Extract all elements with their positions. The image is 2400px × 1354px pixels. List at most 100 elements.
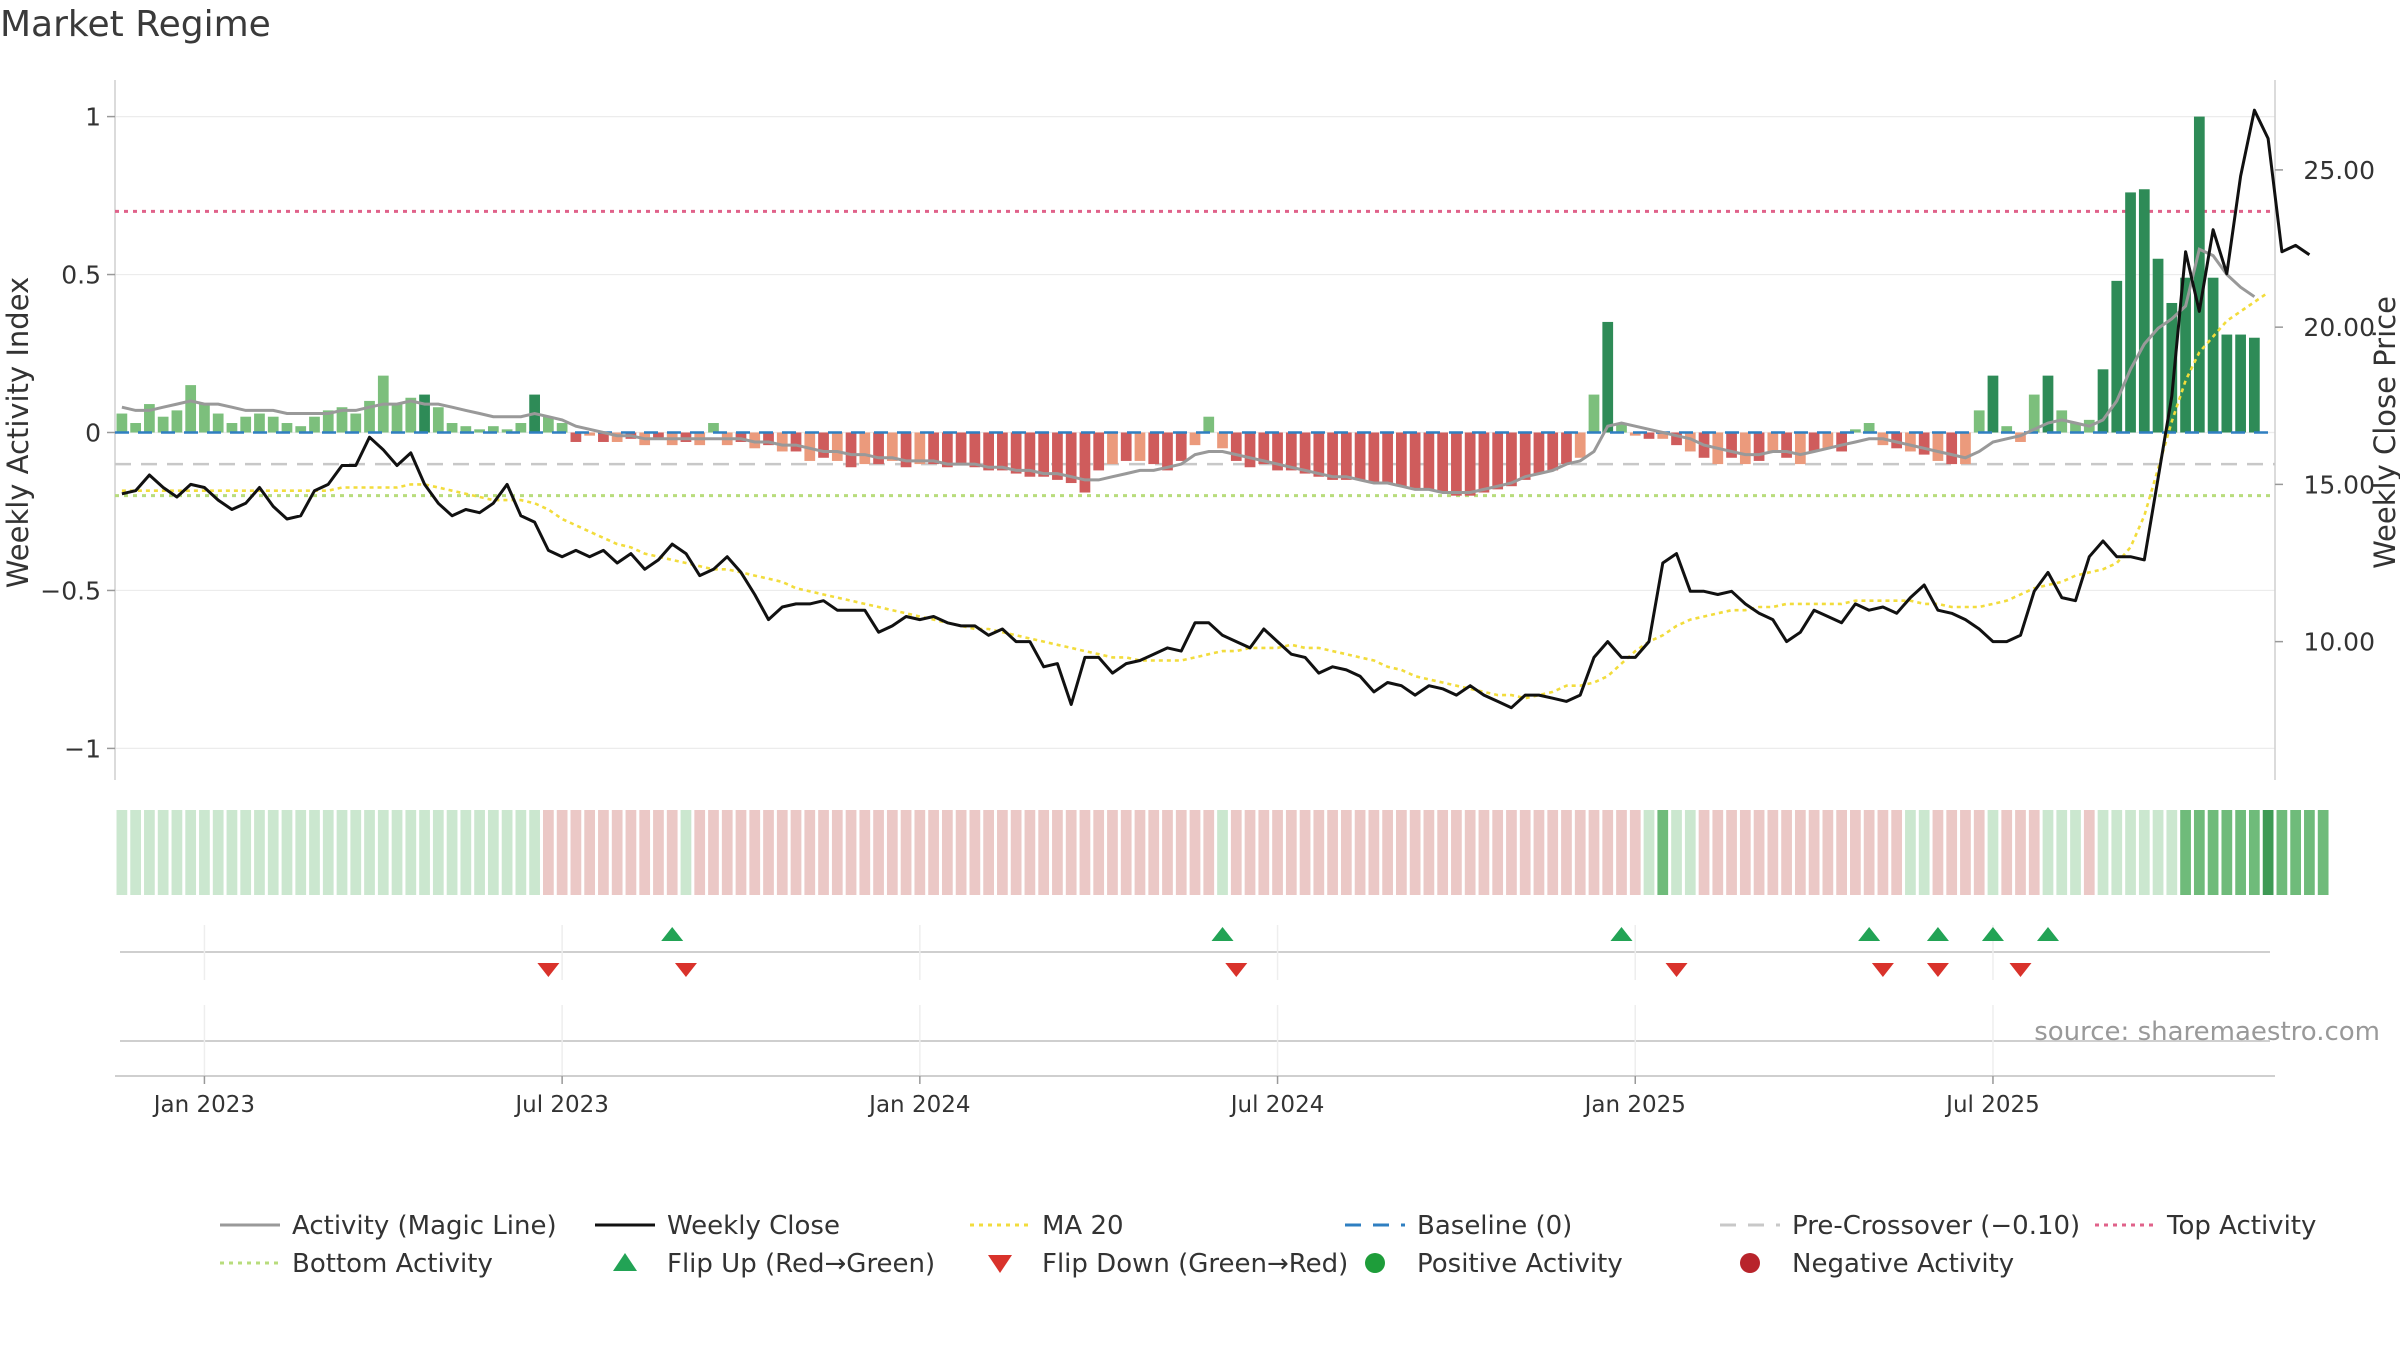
regime-strip-cell	[1368, 810, 1380, 895]
activity-bar	[859, 432, 871, 465]
regime-strip-cell	[1189, 810, 1201, 895]
regime-strip-cell	[460, 810, 472, 895]
activity-bar	[1134, 432, 1146, 461]
activity-bar	[405, 397, 417, 433]
regime-strip-cell	[886, 810, 898, 895]
activity-bar	[432, 407, 444, 433]
regime-strip-cell	[144, 810, 155, 895]
regime-strip-cell	[1657, 810, 1669, 895]
regime-strip-cell	[859, 810, 871, 895]
regime-strip-cell	[804, 810, 816, 895]
regime-strip-cell	[680, 810, 692, 895]
activity-bar	[1107, 432, 1118, 465]
activity-bar	[144, 404, 155, 433]
regime-strip-cell	[1492, 810, 1504, 895]
activity-bar	[1753, 432, 1765, 461]
activity-bar	[2070, 423, 2081, 433]
legend-item-ma20: MA 20	[970, 1211, 1124, 1241]
activity-bar	[611, 432, 623, 442]
regime-strip-cell	[708, 810, 719, 895]
regime-strip-cell	[969, 810, 981, 895]
regime-strip-cell	[1093, 810, 1105, 895]
y-left-tick-label: −1	[64, 734, 101, 763]
y-right-tick-label: 10.00	[2303, 628, 2375, 657]
legend-label: Bottom Activity	[292, 1249, 493, 1279]
legend-item-pos: Positive Activity	[1365, 1249, 1623, 1279]
legend-swatch	[988, 1255, 1012, 1273]
activity-bar	[1189, 432, 1201, 446]
activity-bar	[1726, 432, 1737, 458]
regime-strip-cell	[1437, 810, 1449, 895]
regime-strip-cell	[295, 810, 307, 895]
legend-swatch	[1365, 1253, 1385, 1273]
regime-strip-cell	[1464, 810, 1476, 895]
regime-strip-cell	[749, 810, 761, 895]
activity-bar	[157, 416, 169, 433]
activity-bar	[598, 432, 609, 442]
regime-strip-cell	[116, 810, 128, 895]
x-tick-label: Jul 2025	[1944, 1092, 2040, 1118]
legend-item-close: Weekly Close	[595, 1211, 840, 1241]
regime-strip-cell	[1354, 810, 1366, 895]
weekly-close-line	[121, 108, 2311, 710]
regime-strip-cell	[735, 810, 747, 895]
regime-strip-cell	[1175, 810, 1187, 895]
regime-strip-cell	[666, 810, 678, 895]
activity-bar	[240, 416, 252, 433]
regime-strip-cell	[570, 810, 582, 895]
activity-bar	[1987, 375, 1999, 433]
activity-bar	[1010, 432, 1022, 474]
y-right-tick-label: 20.00	[2303, 313, 2375, 342]
regime-strip-cell	[1602, 810, 1614, 895]
activity-bar	[1932, 432, 1944, 461]
legend-item-flipup: Flip Up (Red→Green)	[613, 1249, 935, 1279]
activity-bar	[322, 410, 334, 433]
regime-strip-cell	[1258, 810, 1270, 895]
regime-strip-cell	[157, 810, 169, 895]
legend-label: Negative Activity	[1792, 1249, 2014, 1279]
regime-strip-cell	[1712, 810, 1724, 895]
regime-strip-cell	[1616, 810, 1627, 895]
activity-bar	[309, 416, 320, 433]
activity-bar	[1258, 432, 1270, 465]
legend-swatch	[613, 1253, 637, 1271]
regime-strip-cell	[1863, 810, 1875, 895]
regime-strip-cell	[1272, 810, 1283, 895]
activity-bar	[2180, 277, 2191, 433]
regime-strip-cell	[487, 810, 499, 895]
regime-strip-cell	[543, 810, 554, 895]
regime-strip-cell	[1946, 810, 1958, 895]
activity-bar	[1272, 432, 1283, 471]
source-label: source: sharemaestro.com	[2034, 1017, 2380, 1047]
regime-strip-cell	[446, 810, 458, 895]
regime-strip-cell	[1905, 810, 1916, 895]
regime-strip-cell	[1684, 810, 1696, 895]
activity-bar	[1684, 432, 1696, 452]
activity-bar	[1230, 432, 1242, 461]
activity-bar	[2207, 277, 2219, 433]
activity-bar	[886, 432, 898, 461]
chart-title: Market Regime	[0, 4, 271, 45]
activity-bar	[1822, 432, 1834, 449]
legend-swatch	[1740, 1253, 1760, 1273]
activity-bar	[1629, 432, 1641, 436]
flip-down-marker	[674, 963, 697, 977]
regime-strip-cell	[584, 810, 596, 895]
regime-strip-cell	[1340, 810, 1352, 895]
activity-bar	[1409, 432, 1421, 490]
activity-bar	[1024, 432, 1036, 477]
legend-item-bottom: Bottom Activity	[220, 1249, 493, 1279]
flip-up-marker	[1211, 927, 1234, 941]
activity-bar	[1368, 432, 1380, 484]
activity-bar	[1739, 432, 1751, 465]
activity-bar	[1836, 432, 1847, 452]
activity-bar	[1120, 432, 1132, 461]
activity-bar	[1794, 432, 1806, 465]
activity-bar	[1478, 432, 1490, 493]
activity-bar	[749, 432, 761, 449]
regime-strip-cell	[474, 810, 485, 895]
regime-strip-cell	[2235, 810, 2246, 895]
activity-bar	[1340, 432, 1352, 480]
